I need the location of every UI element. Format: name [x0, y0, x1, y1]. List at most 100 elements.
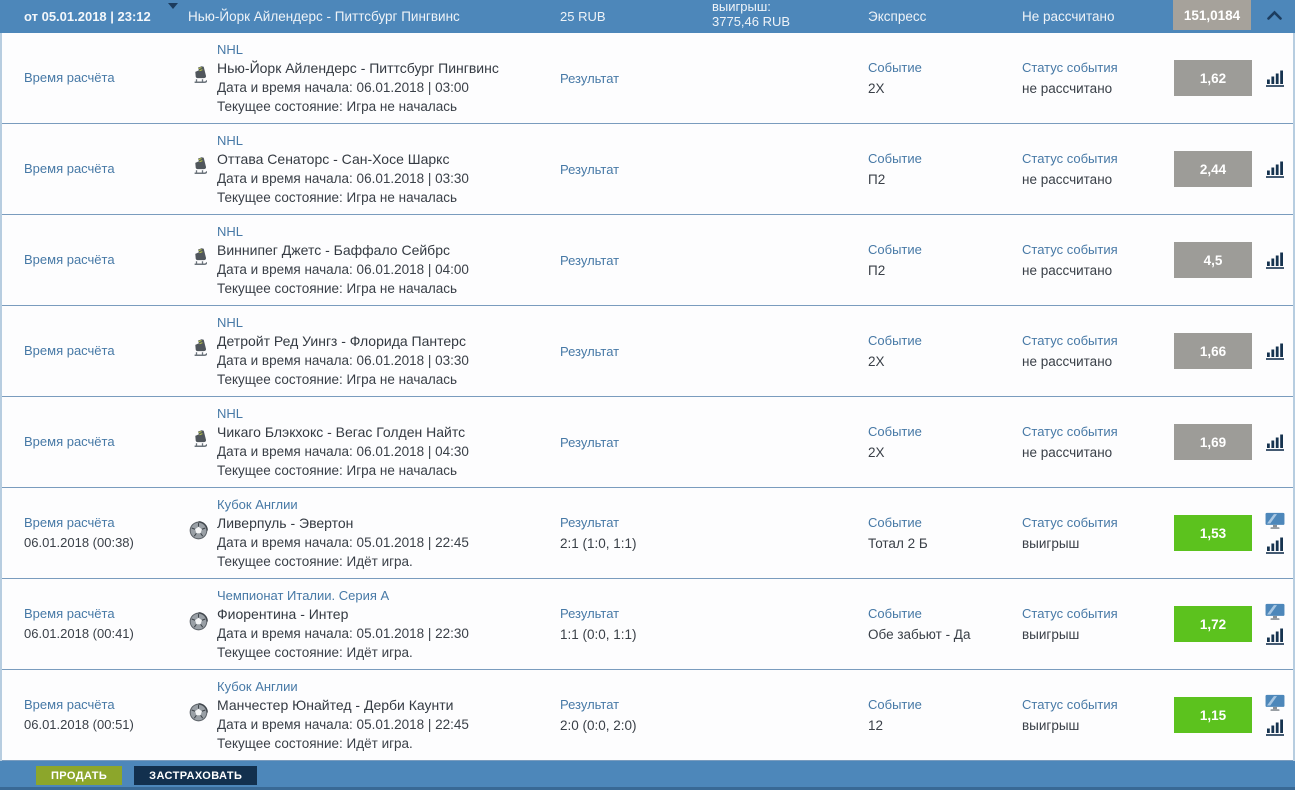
settle-time-cell: Время расчёта — [2, 306, 188, 396]
event-status-value: выигрыш — [1022, 718, 1080, 733]
match-start-datetime: Дата и время начала: 06.01.2018 | 03:30 — [217, 171, 469, 186]
match-text: NHL Оттава Сенаторс - Сан-Хосе Шаркс Дат… — [217, 131, 469, 207]
match-cell: NHL Оттава Сенаторс - Сан-Хосе Шаркс Дат… — [188, 124, 560, 214]
event-status-cell: Статус события не рассчитано — [1022, 215, 1173, 305]
caret-down-icon[interactable] — [168, 3, 178, 9]
coefficient-cell: 1,66 — [1173, 306, 1253, 396]
total-coefficient-badge: 151,0184 — [1173, 0, 1251, 30]
result-value: 1:1 (0:0, 1:1) — [560, 627, 637, 642]
event-status-cell: Статус события выигрыш — [1022, 579, 1173, 669]
chart-icon[interactable] — [1265, 434, 1285, 451]
win-value: 3775,46 RUB — [712, 13, 791, 29]
event-status-label: Статус события — [1022, 242, 1118, 257]
league-link[interactable]: NHL — [217, 42, 244, 57]
chart-icon[interactable] — [1265, 252, 1285, 269]
league-link[interactable]: Кубок Англии — [217, 497, 298, 512]
event-label: Событие — [868, 60, 922, 75]
coefficient-badge: 1,72 — [1174, 606, 1252, 642]
match-start-datetime: Дата и время начала: 05.01.2018 | 22:45 — [217, 535, 469, 550]
result-cell: Результат — [560, 306, 868, 396]
coefficient-cell: 1,62 — [1173, 33, 1253, 123]
league-link[interactable]: NHL — [217, 406, 244, 421]
bet-type: Экспресс — [868, 9, 927, 24]
sport-icon-wrap — [188, 65, 208, 91]
settle-time-cell: Время расчёта — [2, 397, 188, 487]
result-label: Результат — [560, 343, 620, 359]
coefficient-cell: 1,15 — [1173, 670, 1253, 760]
sport-icon-wrap — [188, 612, 208, 636]
event-cell: Событие 2X — [868, 306, 1022, 396]
tv-icon[interactable] — [1265, 694, 1285, 712]
row-actions — [1253, 488, 1295, 578]
event-status-label: Статус события — [1022, 697, 1118, 712]
bet-win-amount: выигрыш: 3775,46 RUB — [712, 0, 868, 29]
chart-icon[interactable] — [1265, 628, 1285, 645]
match-text: NHL Детройт Ред Уингз - Флорида Пантерс … — [217, 313, 469, 389]
chart-icon[interactable] — [1265, 343, 1285, 360]
result-label: Результат — [560, 515, 620, 530]
bet-status: Не рассчитано — [1022, 9, 1115, 24]
match-text: NHL Нью-Йорк Айлендерс - Питтсбург Пингв… — [217, 40, 499, 116]
match-start-datetime: Дата и время начала: 06.01.2018 | 04:30 — [217, 444, 469, 459]
settle-time-label: Время расчёта — [24, 343, 115, 358]
soccer-ball-icon — [189, 703, 208, 727]
row-actions — [1253, 306, 1295, 396]
event-value: 2X — [868, 445, 885, 460]
actions-bar: ПРОДАТЬ ЗАСТРАХОВАТЬ — [0, 761, 1295, 790]
league-link[interactable]: NHL — [217, 315, 244, 330]
result-cell: Результат 1:1 (0:0, 1:1) — [560, 579, 868, 669]
event-label: Событие — [868, 151, 922, 166]
league-link[interactable]: NHL — [217, 133, 244, 148]
match-start-datetime: Дата и время начала: 06.01.2018 | 03:30 — [217, 353, 469, 368]
sport-icon-wrap — [188, 338, 208, 364]
chart-icon[interactable] — [1265, 161, 1285, 178]
tv-icon[interactable] — [1265, 603, 1285, 621]
coefficient-cell: 4,5 — [1173, 215, 1253, 305]
match-text: Кубок Англии Манчестер Юнайтед - Дерби К… — [217, 677, 469, 753]
event-cell: Событие Тотал 2 Б — [868, 488, 1022, 578]
event-status-cell: Статус события выигрыш — [1022, 488, 1173, 578]
match-cell: NHL Нью-Йорк Айлендерс - Питтсбург Пингв… — [188, 33, 560, 123]
soccer-ball-icon — [189, 612, 208, 636]
insure-bet-button[interactable]: ЗАСТРАХОВАТЬ — [134, 766, 258, 785]
result-label: Результат — [560, 606, 620, 621]
chart-icon[interactable] — [1265, 70, 1285, 87]
result-label: Результат — [560, 434, 620, 450]
league-link[interactable]: Кубок Англии — [217, 679, 298, 694]
ice-skate-icon — [190, 338, 208, 364]
result-value: 2:1 (1:0, 1:1) — [560, 536, 637, 551]
chart-icon[interactable] — [1265, 537, 1285, 554]
collapse-button[interactable] — [1253, 8, 1295, 26]
event-status-cell: Статус события выигрыш — [1022, 670, 1173, 760]
coefficient-cell: 1,69 — [1173, 397, 1253, 487]
bet-summary-bar[interactable]: от 05.01.2018 | 23:12 Нью-Йорк Айлендерс… — [0, 0, 1295, 33]
sport-icon-wrap — [188, 247, 208, 273]
result-label: Результат — [560, 697, 620, 712]
event-status-cell: Статус события не рассчитано — [1022, 33, 1173, 123]
event-status-value: выигрыш — [1022, 536, 1080, 551]
chart-icon[interactable] — [1265, 719, 1285, 736]
tv-icon[interactable] — [1265, 512, 1285, 530]
match-start-datetime: Дата и время начала: 06.01.2018 | 03:00 — [217, 80, 469, 95]
coefficient-cell: 2,44 — [1173, 124, 1253, 214]
result-cell: Результат 2:0 (0:0, 2:0) — [560, 670, 868, 760]
row-actions — [1253, 670, 1295, 760]
bet-stake: 25 RUB — [560, 9, 606, 24]
match-teams: Виннипег Джетс - Баффало Сейбрс — [217, 242, 450, 258]
settle-time-label: Время расчёта — [24, 252, 115, 267]
event-value: 2X — [868, 354, 885, 369]
settle-time-value: 06.01.2018 (00:51) — [24, 717, 134, 732]
league-link[interactable]: Чемпионат Италии. Серия А — [217, 588, 390, 603]
match-teams: Фиорентина - Интер — [217, 606, 349, 622]
event-status-cell: Статус события не рассчитано — [1022, 124, 1173, 214]
sell-bet-button[interactable]: ПРОДАТЬ — [36, 766, 123, 785]
match-teams: Нью-Йорк Айлендерс - Питтсбург Пингвинс — [217, 60, 499, 76]
selection-row: Время расчёта 06.01.2018 (00:41) — [2, 579, 1293, 670]
event-value: 12 — [868, 718, 884, 733]
event-value: 2X — [868, 81, 885, 96]
settle-time-value: 06.01.2018 (00:38) — [24, 535, 134, 550]
event-status-label: Статус события — [1022, 151, 1118, 166]
league-link[interactable]: NHL — [217, 224, 244, 239]
event-status-cell: Статус события не рассчитано — [1022, 306, 1173, 396]
event-status-label: Статус события — [1022, 606, 1118, 621]
